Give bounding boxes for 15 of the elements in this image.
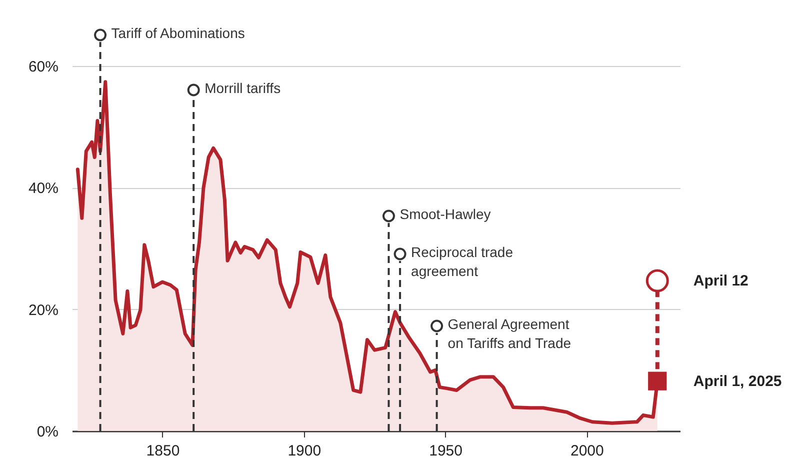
x-tick-label: 1900 — [288, 442, 322, 460]
ref-line-label: Morrill tariffs — [204, 80, 281, 96]
x-tick-label: 1850 — [146, 442, 180, 460]
ref-line-label: Reciprocal trade agreement — [411, 244, 514, 279]
series-label: April 1, 2025 — [693, 373, 782, 390]
y-tick-label: 40% — [28, 180, 58, 198]
ref-line-label: Smoot-Hawley — [400, 206, 491, 222]
x-tick-label: 2000 — [570, 442, 604, 460]
y-tick-label: 60% — [28, 58, 58, 76]
ref-line-label: General Agreement on Tariffs and Trade — [448, 316, 572, 351]
x-tick-label: 1950 — [429, 442, 462, 460]
series-label: April 12 — [693, 272, 748, 290]
y-tick-label: 0% — [36, 424, 58, 440]
y-tick-label: 20% — [28, 302, 58, 319]
ref-line-label: Tariff of Abominations — [111, 25, 245, 41]
